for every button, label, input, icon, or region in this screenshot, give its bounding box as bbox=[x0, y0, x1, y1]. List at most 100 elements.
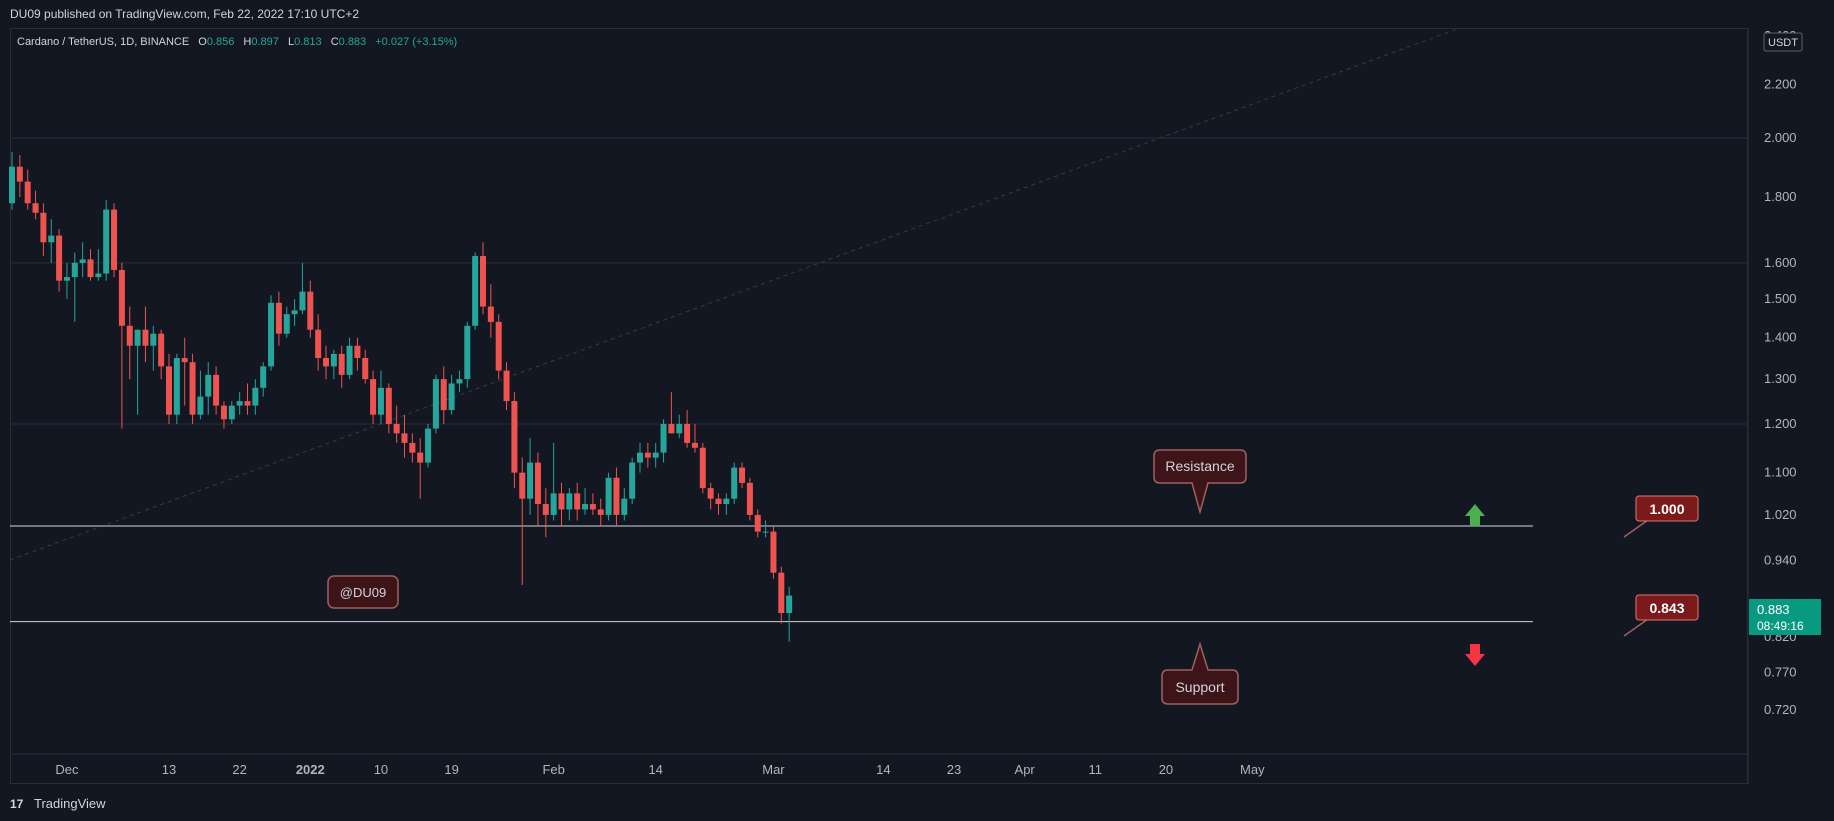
last-price-tag: 0.883 08:49:16 bbox=[1749, 599, 1821, 635]
candle-body bbox=[48, 235, 55, 243]
candle-body bbox=[32, 203, 39, 213]
candle-body bbox=[213, 374, 220, 406]
candle-body bbox=[40, 212, 47, 243]
price-tick-label: 0.770 bbox=[1764, 664, 1797, 679]
svg-text:Cardano / TetherUS, 1D, BINANC: Cardano / TetherUS, 1D, BINANCE O0.856 H… bbox=[17, 36, 457, 48]
candle-body bbox=[260, 366, 267, 388]
candle-body bbox=[786, 595, 793, 614]
candle-body bbox=[503, 370, 510, 402]
candle-body bbox=[668, 423, 675, 434]
time-tick-label: Feb bbox=[542, 762, 564, 777]
candle-body bbox=[16, 166, 23, 182]
candle-body bbox=[613, 477, 620, 515]
level-low-value: 0.843 bbox=[1649, 600, 1684, 616]
candle-body bbox=[495, 321, 502, 371]
candle-body bbox=[220, 405, 227, 420]
price-tick-label: 1.400 bbox=[1764, 330, 1797, 345]
candle-body bbox=[778, 572, 785, 614]
close-label: C bbox=[331, 36, 339, 48]
level-high-value: 1.000 bbox=[1649, 501, 1684, 517]
low-value: 0.813 bbox=[294, 36, 322, 48]
candle-body bbox=[519, 472, 526, 499]
candle-body bbox=[715, 498, 722, 505]
candle-body bbox=[409, 442, 416, 453]
trend-line bbox=[9, 27, 1461, 561]
arrow-up-icon bbox=[1465, 504, 1485, 526]
candle-body bbox=[676, 423, 683, 434]
time-tick-label: Dec bbox=[55, 762, 79, 777]
time-tick-label: 13 bbox=[162, 762, 176, 777]
symbol-pair: Cardano / TetherUS, 1D, BINANCE bbox=[17, 36, 189, 48]
candle-body bbox=[377, 387, 384, 415]
resistance-callout: Resistance bbox=[1153, 449, 1247, 515]
candle-body bbox=[589, 504, 596, 510]
open-label: O bbox=[198, 36, 207, 48]
price-tick-label: 1.100 bbox=[1764, 465, 1797, 480]
time-tick-label: 19 bbox=[444, 762, 458, 777]
candle-body bbox=[338, 353, 345, 375]
tradingview-logo-icon[interactable]: 17 bbox=[10, 797, 24, 811]
footer-bar: 17 TradingView bbox=[0, 786, 1834, 821]
candles bbox=[9, 152, 793, 642]
price-tick-label: 1.300 bbox=[1764, 371, 1797, 386]
candle-body bbox=[605, 477, 612, 515]
support-label: Support bbox=[1175, 679, 1224, 695]
resistance-label: Resistance bbox=[1165, 458, 1234, 474]
candle-body bbox=[244, 401, 251, 406]
candle-body bbox=[393, 423, 400, 434]
candle-body bbox=[385, 387, 392, 424]
currency-badge: USDT bbox=[1763, 32, 1803, 52]
high-value: 0.897 bbox=[251, 36, 279, 48]
candle-body bbox=[134, 329, 141, 346]
candle-body bbox=[370, 379, 377, 415]
symbol-line: Cardano / TetherUS, 1D, BINANCE O0.856 H… bbox=[17, 36, 457, 48]
publish-bar: DU09 published on TradingView.com, Feb 2… bbox=[0, 0, 1834, 28]
candle-body bbox=[103, 209, 110, 274]
level-lines bbox=[10, 525, 1533, 623]
time-tick-label: 22 bbox=[232, 762, 246, 777]
price-tick-label: 1.020 bbox=[1764, 507, 1797, 522]
candle-body bbox=[158, 333, 165, 367]
candle-body bbox=[550, 493, 557, 515]
close-value: 0.883 bbox=[339, 36, 367, 48]
candle-body bbox=[425, 428, 432, 463]
candle-body bbox=[346, 345, 353, 375]
candle-body bbox=[629, 462, 636, 499]
candle-body bbox=[731, 467, 738, 499]
candle-body bbox=[746, 482, 753, 515]
candle-body bbox=[56, 235, 63, 281]
last-price-value: 0.883 bbox=[1757, 602, 1790, 617]
candle-body bbox=[652, 452, 659, 458]
time-axis[interactable]: Dec 13 22 2022 10 19 Feb 14 Mar 14 23 Apr 11 20 May bbox=[55, 762, 1265, 777]
level-label-low: 0.843 bbox=[1623, 594, 1699, 637]
candle-body bbox=[723, 498, 730, 505]
time-tick-label: 14 bbox=[648, 762, 662, 777]
level-label-high: 1.000 bbox=[1623, 495, 1699, 538]
candle-body bbox=[236, 401, 243, 406]
candle-body bbox=[487, 306, 494, 322]
candle-body bbox=[597, 509, 604, 515]
candle-body bbox=[299, 291, 306, 311]
candle-body bbox=[542, 504, 549, 515]
candle-body bbox=[228, 405, 235, 420]
candle-body bbox=[268, 302, 275, 367]
high-label: H bbox=[243, 36, 251, 48]
candle-body bbox=[739, 467, 746, 483]
candle-body bbox=[754, 514, 761, 532]
price-tick-label: 2.200 bbox=[1764, 77, 1797, 92]
time-tick-label: 11 bbox=[1089, 762, 1103, 777]
candle-body bbox=[691, 442, 698, 448]
candle-body bbox=[291, 310, 298, 315]
time-tick-label: 2022 bbox=[296, 762, 325, 777]
candle-body bbox=[197, 396, 204, 415]
candle-body bbox=[362, 358, 369, 380]
footer-brand[interactable]: TradingView bbox=[34, 796, 106, 811]
price-chart[interactable]: Cardano / TetherUS, 1D, BINANCE O0.856 H… bbox=[0, 0, 1834, 786]
candle-body bbox=[770, 531, 777, 573]
candle-body bbox=[111, 209, 118, 270]
candle-body bbox=[644, 452, 651, 458]
candle-body bbox=[660, 423, 667, 453]
time-tick-label: Mar bbox=[762, 762, 785, 777]
candle-body bbox=[534, 462, 541, 505]
change-value: +0.027 (+3.15%) bbox=[375, 36, 457, 48]
